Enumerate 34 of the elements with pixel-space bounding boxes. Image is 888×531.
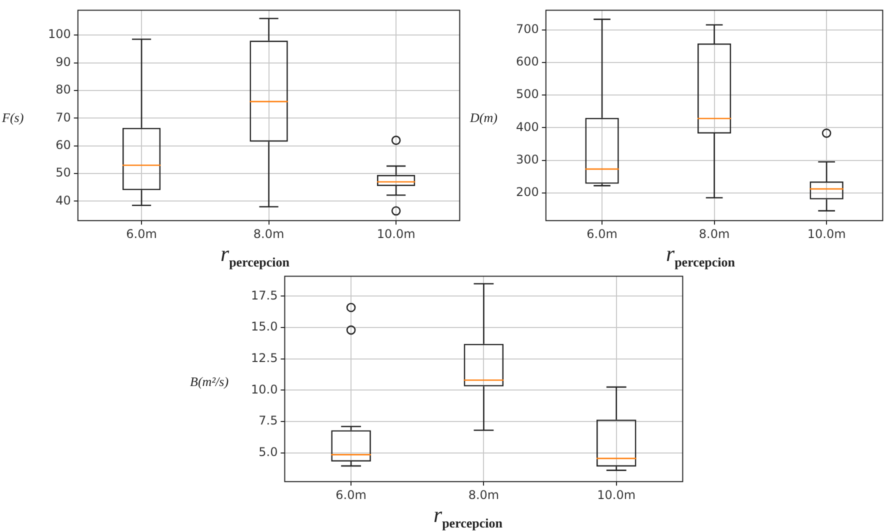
x-tick-label: 8.0m <box>468 488 500 502</box>
y-tick-label: 5.0 <box>258 444 278 459</box>
y-tick-label: 70 <box>56 110 71 124</box>
x-tick-label: 10.0m <box>376 226 416 241</box>
x-tick-label: 6.0m <box>126 226 157 241</box>
x-tick-label: 8.0m <box>253 226 284 241</box>
x-axis-title: r$_{percepcion}$ <box>665 241 736 270</box>
x-tick-label: 6.0m <box>586 226 618 241</box>
x-tick-label: 10.0m <box>807 226 846 241</box>
y-tick-label: 40 <box>56 193 71 208</box>
x-tick-label: 8.0m <box>698 226 730 241</box>
y-tick-label: 50 <box>56 166 71 180</box>
x-tick-label: 10.0m <box>597 488 636 502</box>
y-axis-title: D(m) <box>470 110 498 126</box>
y-tick-label: 90 <box>56 54 71 69</box>
y-tick-label: 10.0 <box>251 382 278 396</box>
x-axis-title: r$_{percepcion}$ <box>220 241 290 270</box>
y-tick-label: 200 <box>516 185 539 199</box>
y-tick-label: 700 <box>516 22 539 36</box>
y-tick-label: 7.5 <box>258 414 278 428</box>
x-axis-title: r$_{percepcion}$ <box>432 502 504 531</box>
y-axis-title: B(m²/s) <box>190 374 229 390</box>
y-tick-label: 300 <box>516 152 539 166</box>
y-tick-label: 60 <box>56 138 71 152</box>
y-tick-label: 12.5 <box>251 350 278 365</box>
x-tick-label: 6.0m <box>336 488 366 502</box>
y-tick-label: 500 <box>516 87 539 102</box>
y-tick-label: 400 <box>516 120 539 134</box>
y-tick-label: 17.5 <box>251 288 278 302</box>
y-tick-label: 15.0 <box>251 320 278 334</box>
y-tick-label: 600 <box>516 54 539 69</box>
y-tick-label: 100 <box>48 27 71 42</box>
y-axis-title: F(s) <box>2 110 24 126</box>
y-tick-label: 80 <box>56 82 71 97</box>
